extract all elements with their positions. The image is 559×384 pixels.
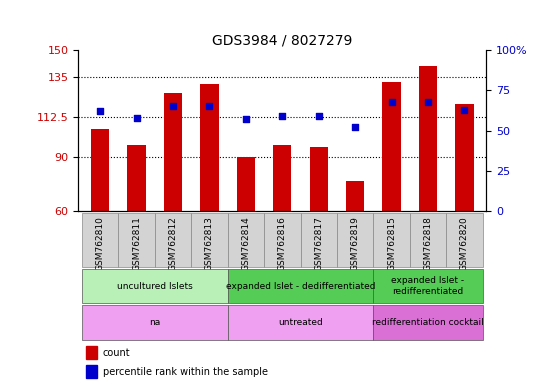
- Point: [168, 103, 177, 109]
- Bar: [200, 84, 219, 211]
- Bar: [373, 269, 482, 303]
- Text: GSM762811: GSM762811: [132, 216, 141, 271]
- FancyBboxPatch shape: [337, 213, 373, 267]
- Text: GSM762818: GSM762818: [424, 216, 433, 271]
- Text: uncultured Islets: uncultured Islets: [117, 281, 193, 291]
- Bar: [82, 305, 228, 340]
- Bar: [237, 157, 255, 211]
- Point: [314, 113, 323, 119]
- Point: [278, 113, 287, 119]
- Text: GSM762820: GSM762820: [460, 216, 469, 271]
- Text: GSM762813: GSM762813: [205, 216, 214, 271]
- Bar: [310, 147, 328, 211]
- Point: [424, 98, 433, 104]
- Bar: [228, 269, 373, 303]
- Point: [205, 103, 214, 109]
- FancyBboxPatch shape: [82, 213, 119, 267]
- Text: GSM762819: GSM762819: [350, 216, 359, 271]
- FancyBboxPatch shape: [264, 213, 301, 267]
- Point: [96, 108, 105, 114]
- Text: percentile rank within the sample: percentile rank within the sample: [103, 367, 268, 377]
- Text: redifferentiation cocktail: redifferentiation cocktail: [372, 318, 484, 327]
- Text: GSM762815: GSM762815: [387, 216, 396, 271]
- Bar: [127, 145, 146, 211]
- FancyBboxPatch shape: [228, 213, 264, 267]
- Bar: [346, 181, 364, 211]
- Bar: [456, 104, 473, 211]
- Bar: [382, 82, 401, 211]
- Text: untreated: untreated: [278, 318, 323, 327]
- Point: [460, 106, 469, 113]
- FancyBboxPatch shape: [373, 213, 410, 267]
- Point: [350, 124, 359, 131]
- FancyBboxPatch shape: [301, 213, 337, 267]
- Bar: [373, 305, 482, 340]
- Text: count: count: [103, 348, 130, 358]
- FancyBboxPatch shape: [410, 213, 446, 267]
- Text: na: na: [149, 318, 160, 327]
- Bar: [91, 129, 109, 211]
- FancyBboxPatch shape: [155, 213, 191, 267]
- Text: GSM762812: GSM762812: [168, 216, 178, 271]
- FancyBboxPatch shape: [119, 213, 155, 267]
- FancyBboxPatch shape: [446, 213, 482, 267]
- Title: GDS3984 / 8027279: GDS3984 / 8027279: [212, 33, 353, 47]
- Text: GSM762816: GSM762816: [278, 216, 287, 271]
- Text: expanded Islet -
redifferentiated: expanded Islet - redifferentiated: [391, 276, 465, 296]
- Text: GSM762810: GSM762810: [96, 216, 105, 271]
- Point: [132, 114, 141, 121]
- Point: [241, 116, 250, 122]
- Text: GSM762817: GSM762817: [314, 216, 323, 271]
- FancyBboxPatch shape: [191, 213, 228, 267]
- Bar: [82, 269, 228, 303]
- Bar: [419, 66, 437, 211]
- Bar: [87, 346, 97, 359]
- Bar: [87, 365, 97, 378]
- Bar: [273, 145, 291, 211]
- Bar: [228, 305, 373, 340]
- Text: GSM762814: GSM762814: [241, 216, 250, 271]
- Point: [387, 98, 396, 104]
- Bar: [164, 93, 182, 211]
- Text: expanded Islet - dedifferentiated: expanded Islet - dedifferentiated: [226, 281, 375, 291]
